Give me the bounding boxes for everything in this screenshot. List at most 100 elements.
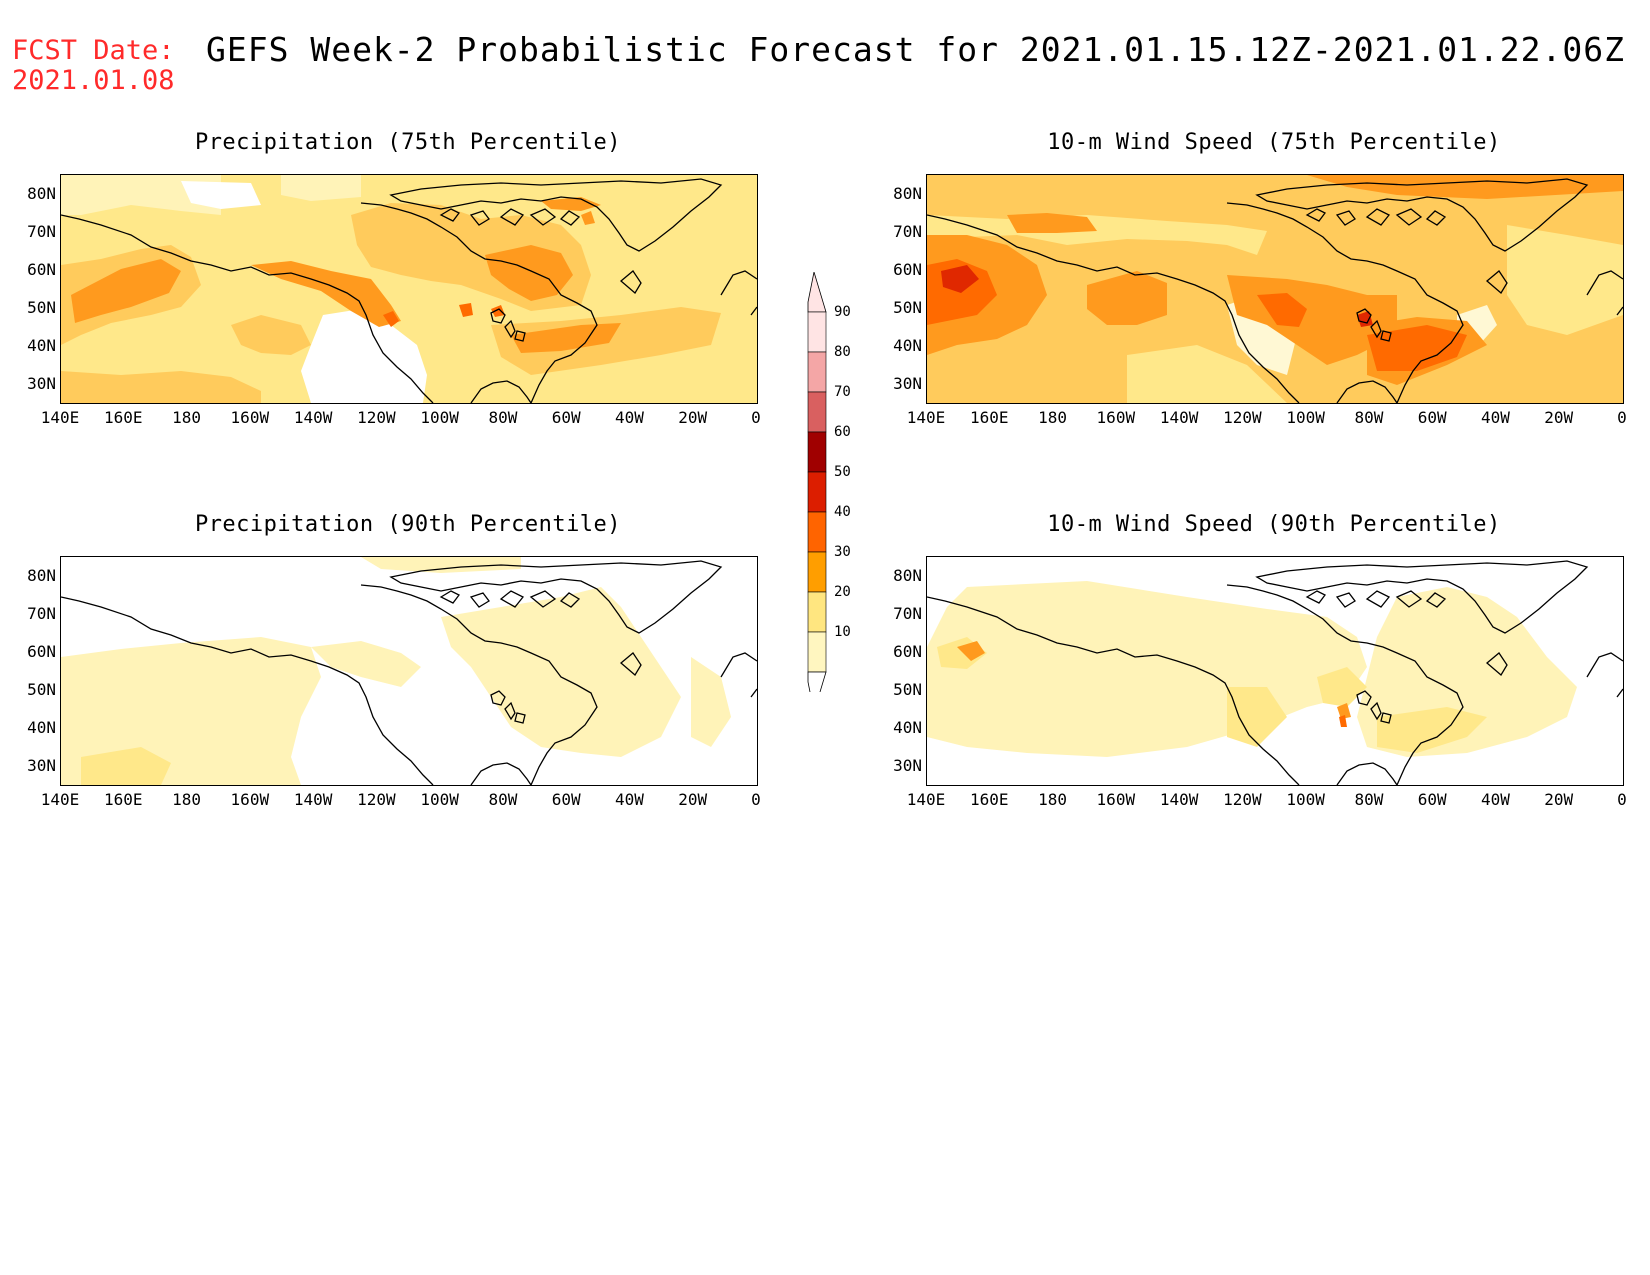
forecast-date-block: FCST Date: 2021.01.08 bbox=[12, 36, 175, 96]
panel-title: Precipitation (75th Percentile) bbox=[194, 130, 622, 155]
latitude-label: 80N bbox=[27, 184, 56, 203]
longitude-label: 0 bbox=[751, 790, 761, 809]
latitude-label: 60N bbox=[27, 260, 56, 279]
longitude-label: 180 bbox=[1038, 790, 1067, 809]
colorbar-swatch bbox=[807, 591, 827, 633]
longitude-label: 160W bbox=[1096, 408, 1136, 427]
longitude-label: 0 bbox=[1617, 790, 1627, 809]
colorbar-swatch bbox=[807, 471, 827, 513]
probability-region bbox=[1357, 311, 1373, 327]
probability-map bbox=[927, 175, 1623, 403]
colorbar-swatch bbox=[807, 391, 827, 433]
latitude-label: 50N bbox=[893, 680, 922, 699]
probability-region bbox=[1257, 293, 1307, 327]
colorbar-swatch bbox=[807, 631, 827, 673]
probability-region bbox=[61, 371, 261, 403]
forecast-date-value: 2021.01.08 bbox=[12, 65, 175, 96]
coastline bbox=[1356, 308, 1392, 342]
latitude-label: 40N bbox=[893, 718, 922, 737]
latitude-label: 40N bbox=[27, 336, 56, 355]
longitude-label: 180 bbox=[172, 408, 201, 427]
longitude-label: 120W bbox=[357, 408, 396, 427]
latitude-label: 40N bbox=[893, 336, 922, 355]
probability-map bbox=[61, 557, 757, 785]
coastline bbox=[927, 178, 1623, 403]
colorbar-label: 40 bbox=[834, 504, 851, 520]
latitude-label: 70N bbox=[893, 222, 922, 241]
coastline bbox=[61, 560, 757, 785]
longitude-label: 140W bbox=[1159, 408, 1199, 427]
longitude-label: 160W bbox=[230, 790, 270, 809]
probability-region bbox=[1217, 637, 1307, 697]
map-panel-wind-75: 10-m Wind Speed (75th Percentile) 80N 70N 6… bbox=[878, 130, 1638, 430]
coastline bbox=[490, 308, 526, 342]
colorbar-label: 70 bbox=[834, 384, 851, 400]
longitude-label: 160E bbox=[970, 408, 1009, 427]
probability-region bbox=[957, 641, 985, 661]
colorbar-label: 20 bbox=[834, 584, 851, 600]
map-panel-precip-75: Precipitation (75th Percentile) 80N 70N 60N… bbox=[12, 130, 772, 430]
latitude-label: 30N bbox=[27, 756, 56, 775]
longitude-label: 20W bbox=[678, 408, 708, 427]
probability-region bbox=[441, 587, 681, 757]
probability-region bbox=[311, 641, 421, 687]
colorbar-label: 50 bbox=[834, 464, 851, 480]
coastline bbox=[439, 590, 581, 608]
probability-region bbox=[987, 757, 1027, 785]
probability-region bbox=[941, 265, 979, 293]
latitude-label: 40N bbox=[27, 718, 56, 737]
probability-region bbox=[61, 175, 221, 215]
longitude-label: 160W bbox=[1096, 790, 1136, 809]
probability-region bbox=[1087, 271, 1167, 325]
longitude-label: 140E bbox=[40, 408, 80, 427]
latitude-label: 50N bbox=[893, 298, 922, 317]
probability-region bbox=[1337, 703, 1351, 719]
colorbar-label: 80 bbox=[834, 344, 851, 360]
longitude-label: 160E bbox=[104, 408, 143, 427]
latitude-label: 80N bbox=[893, 184, 922, 203]
probability-region bbox=[927, 215, 1267, 255]
longitude-label: 180 bbox=[172, 790, 201, 809]
probability-region bbox=[1127, 345, 1287, 403]
latitude-label: 30N bbox=[893, 756, 922, 775]
longitude-label: 120W bbox=[357, 790, 396, 809]
longitude-label: 140E bbox=[906, 408, 946, 427]
latitude-label: 80N bbox=[27, 566, 56, 585]
colorbar-swatch bbox=[807, 551, 827, 593]
longitude-label: 140W bbox=[1159, 790, 1199, 809]
longitude-label: 100W bbox=[420, 408, 459, 427]
colorbar-swatch bbox=[807, 351, 827, 393]
longitude-label: 40W bbox=[615, 408, 644, 427]
latitude-label: 80N bbox=[893, 566, 922, 585]
longitude-label: 20W bbox=[1544, 408, 1574, 427]
longitude-label: 100W bbox=[1286, 790, 1325, 809]
probability-region bbox=[71, 259, 181, 323]
longitude-label: 100W bbox=[1286, 408, 1325, 427]
probability-region bbox=[541, 197, 601, 225]
longitude-label: 0 bbox=[751, 408, 761, 427]
map-frame bbox=[60, 556, 758, 786]
coastline bbox=[927, 560, 1623, 785]
map-frame bbox=[60, 174, 758, 404]
probability-region bbox=[1377, 707, 1487, 753]
probability-region bbox=[281, 175, 361, 201]
longitude-label: 140W bbox=[293, 790, 333, 809]
probability-region bbox=[1317, 667, 1367, 707]
longitude-label: 80W bbox=[1354, 408, 1384, 427]
coastline bbox=[439, 208, 581, 226]
coastline bbox=[1356, 690, 1392, 724]
probability-region bbox=[61, 637, 321, 785]
longitude-label: 40W bbox=[1481, 408, 1510, 427]
probability-region bbox=[361, 557, 521, 573]
longitude-label: 60W bbox=[1417, 790, 1447, 809]
probability-region bbox=[81, 747, 171, 785]
probability-region bbox=[1339, 715, 1347, 727]
longitude-label: 60W bbox=[551, 408, 581, 427]
map-panel-precip-90: Precipitation (90th Percentile) 80N 70N 60N… bbox=[12, 512, 772, 812]
map-frame bbox=[926, 174, 1624, 404]
map-frame bbox=[926, 556, 1624, 786]
probability-region bbox=[1367, 325, 1467, 371]
panel-title: 10-m Wind Speed (75th Percentile) bbox=[1047, 130, 1501, 155]
probability-region bbox=[1007, 213, 1097, 233]
probability-region bbox=[485, 245, 573, 301]
